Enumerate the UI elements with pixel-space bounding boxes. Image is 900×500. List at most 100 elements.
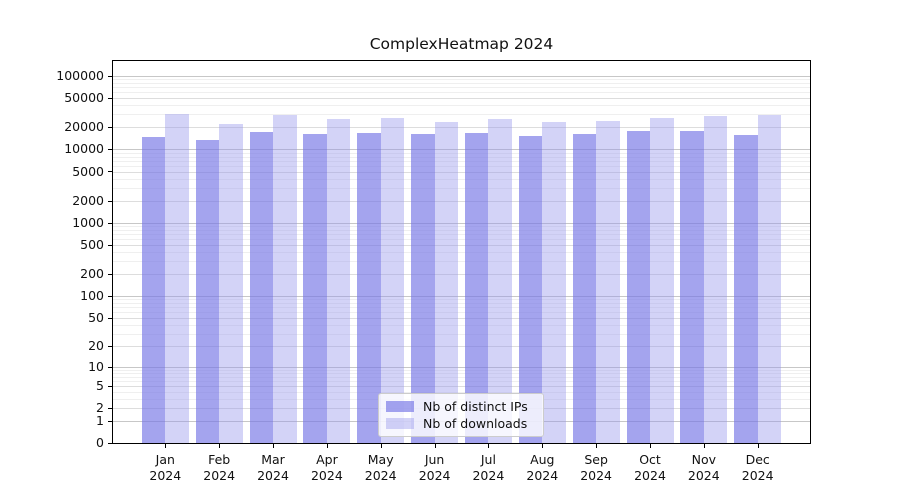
x-tick-label-month: Feb — [208, 452, 231, 467]
x-tick-label-year: 2024 — [203, 467, 236, 483]
y-tick-mark — [108, 408, 112, 409]
bar-downloads — [703, 116, 728, 443]
y-tick-mark — [108, 149, 112, 150]
bar-distinct-ips — [303, 134, 327, 443]
x-tick-label: Aug 2024 — [510, 452, 574, 483]
y-tick-label: 10000 — [64, 141, 104, 157]
bar-downloads — [650, 118, 674, 443]
y-tick-mark — [108, 127, 112, 128]
x-tick-label-year: 2024 — [310, 467, 343, 483]
y-tick-label: 10 — [88, 358, 104, 374]
x-tick-label-year: 2024 — [741, 467, 774, 483]
gridline-minor — [113, 165, 810, 167]
legend-swatch-distinct-ips — [386, 401, 414, 412]
y-tick-label: 50 — [88, 309, 104, 325]
y-tick-mark — [108, 274, 112, 275]
gridline-minor — [113, 299, 810, 301]
bar-downloads — [273, 115, 297, 443]
y-tick-label: 5 — [96, 377, 104, 393]
bar-distinct-ips — [141, 136, 166, 443]
x-tick-label-month: Jan — [155, 452, 175, 467]
gridline-mid — [113, 171, 810, 173]
bar-distinct-ips — [411, 134, 435, 443]
gridline-mid — [113, 385, 810, 387]
bar-downloads — [219, 124, 243, 443]
gridline-minor — [113, 160, 810, 162]
y-tick-mark — [108, 76, 112, 77]
gridline-major — [113, 295, 810, 297]
gridline-mid — [113, 98, 810, 100]
x-tick-mark — [381, 444, 382, 448]
bar-distinct-ips — [626, 130, 650, 443]
y-tick-label: 1 — [96, 412, 104, 428]
x-tick-label: Sep 2024 — [564, 452, 628, 483]
gridline-mid — [113, 244, 810, 246]
y-tick-mark — [108, 318, 112, 319]
gridline-minor — [113, 87, 810, 89]
x-tick-label-month: Jul — [480, 452, 496, 467]
gridline-minor — [113, 324, 810, 326]
gridline-minor — [113, 92, 810, 94]
x-tick-label: Mar 2024 — [241, 452, 305, 483]
gridline-minor — [113, 391, 810, 393]
x-tick-mark — [273, 444, 274, 448]
x-tick-label-month: Dec — [745, 452, 770, 467]
y-tick-mark — [108, 98, 112, 99]
bar-downloads — [488, 119, 512, 443]
gridline-minor — [113, 79, 810, 81]
x-tick-label: Feb 2024 — [187, 452, 251, 483]
chart-title: ComplexHeatmap 2024 — [369, 35, 554, 53]
y-tick-label: 50000 — [64, 90, 104, 106]
bar-downloads — [757, 114, 782, 443]
x-tick-mark — [704, 444, 705, 448]
y-tick-label: 0 — [96, 435, 104, 450]
gridline-minor — [113, 226, 810, 228]
gridline-minor — [113, 83, 810, 85]
x-tick-label: Oct 2024 — [618, 452, 682, 483]
gridline-minor — [113, 239, 810, 240]
gridline-minor — [113, 187, 810, 189]
bar-distinct-ips — [464, 132, 489, 443]
gridline-mid — [113, 317, 810, 319]
gridline-minor — [113, 261, 810, 263]
legend-label-distinct-ips: Nb of distinct IPs — [423, 399, 528, 414]
x-tick-mark — [435, 444, 436, 448]
x-tick-label: Jan 2024 — [133, 452, 197, 483]
y-tick-label: 2000 — [72, 192, 104, 208]
x-tick-label: Jul 2024 — [456, 452, 520, 483]
gridline-minor — [113, 369, 810, 371]
legend-swatch-downloads — [386, 418, 414, 429]
x-tick-label-year: 2024 — [364, 467, 397, 483]
gridline-minor — [113, 312, 810, 313]
x-tick-label-month: Aug — [530, 452, 555, 467]
bar-downloads — [380, 118, 405, 443]
x-tick-label-year: 2024 — [634, 467, 666, 483]
x-tick-label-year: 2024 — [418, 467, 451, 483]
x-tick-label-month: Apr — [316, 452, 338, 467]
y-tick-mark — [108, 443, 112, 444]
legend-item-downloads: Nb of downloads — [386, 416, 536, 431]
bar-downloads — [165, 113, 189, 443]
bar-downloads — [326, 118, 351, 443]
gridline-minor — [113, 251, 810, 253]
x-tick-label-month: Mar — [261, 452, 285, 467]
y-tick-label: 100 — [80, 287, 104, 303]
x-tick-label: Dec 2024 — [726, 452, 790, 483]
x-tick-label-year: 2024 — [149, 467, 182, 483]
y-tick-label: 500 — [80, 236, 104, 252]
x-tick-label-year: 2024 — [580, 467, 612, 483]
gridline-minor — [113, 234, 810, 236]
x-tick-mark — [327, 444, 328, 448]
y-tick-mark — [108, 421, 112, 422]
gridline-minor — [113, 302, 810, 304]
x-tick-label-month: May — [367, 452, 394, 467]
gridline-mid — [113, 200, 810, 202]
x-tick-mark — [219, 444, 220, 448]
y-tick-label: 100000 — [56, 68, 104, 83]
x-tick-label-year: 2024 — [687, 467, 720, 483]
x-tick-mark — [650, 444, 651, 448]
x-tick-label-month: Jun — [424, 452, 445, 467]
bar-distinct-ips — [195, 139, 220, 443]
y-tick-label: 20000 — [64, 119, 104, 135]
y-tick-mark — [108, 367, 112, 368]
